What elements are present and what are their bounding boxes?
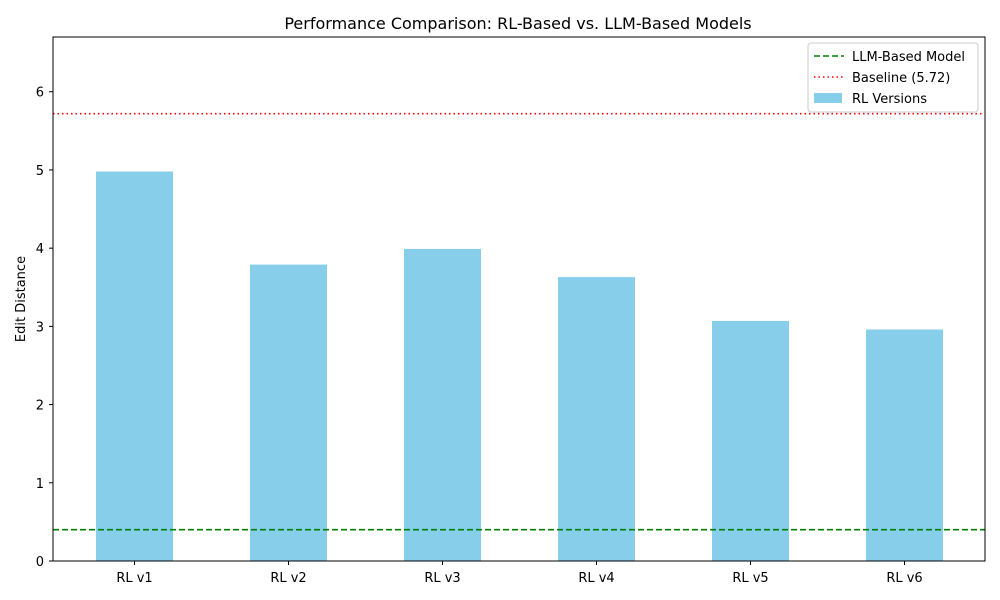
plot-area bbox=[52, 36, 986, 562]
y-tick-label: 0 bbox=[36, 555, 44, 570]
y-tick-label: 4 bbox=[36, 242, 44, 257]
bar-rl-v1 bbox=[96, 171, 173, 561]
y-tick-label: 1 bbox=[36, 477, 44, 492]
x-tick-label: RL v3 bbox=[424, 571, 460, 586]
x-tick-label: RL v5 bbox=[732, 571, 768, 586]
x-tick-label: RL v4 bbox=[578, 571, 614, 586]
bar-rl-v5 bbox=[712, 320, 789, 561]
y-axis: 0 1 2 3 4 5 6 bbox=[36, 86, 53, 570]
y-tick-label: 3 bbox=[36, 320, 44, 335]
legend-label-rl: RL Versions bbox=[852, 92, 927, 107]
bar-rl-v6 bbox=[866, 329, 943, 561]
bar-rl-v2 bbox=[250, 264, 327, 561]
legend: LLM-Based Model Baseline (5.72) RL Versi… bbox=[807, 42, 979, 113]
x-tick-label: RL v1 bbox=[116, 571, 152, 586]
bar-rl-v4 bbox=[558, 277, 635, 561]
reference-lines bbox=[53, 112, 985, 531]
y-axis-label: Edit Distance bbox=[14, 256, 29, 342]
x-tick-label: RL v2 bbox=[270, 571, 306, 586]
chart-title: Performance Comparison: RL-Based vs. LLM… bbox=[284, 14, 751, 33]
legend-label-llm: LLM-Based Model bbox=[852, 50, 965, 65]
x-axis: RL v1 RL v2 RL v3 RL v4 RL v5 RL v6 bbox=[116, 561, 923, 586]
x-tick-label: RL v6 bbox=[886, 571, 922, 586]
bar-rl-v3 bbox=[404, 248, 481, 561]
legend-label-baseline: Baseline (5.72) bbox=[852, 71, 950, 86]
y-tick-label: 6 bbox=[36, 86, 44, 101]
bar-group bbox=[96, 171, 943, 561]
y-tick-label: 2 bbox=[36, 399, 44, 414]
legend-box bbox=[807, 42, 979, 113]
y-tick-label: 5 bbox=[36, 164, 44, 179]
legend-swatch-rl-bar bbox=[814, 93, 842, 103]
plot-frame bbox=[52, 36, 986, 562]
